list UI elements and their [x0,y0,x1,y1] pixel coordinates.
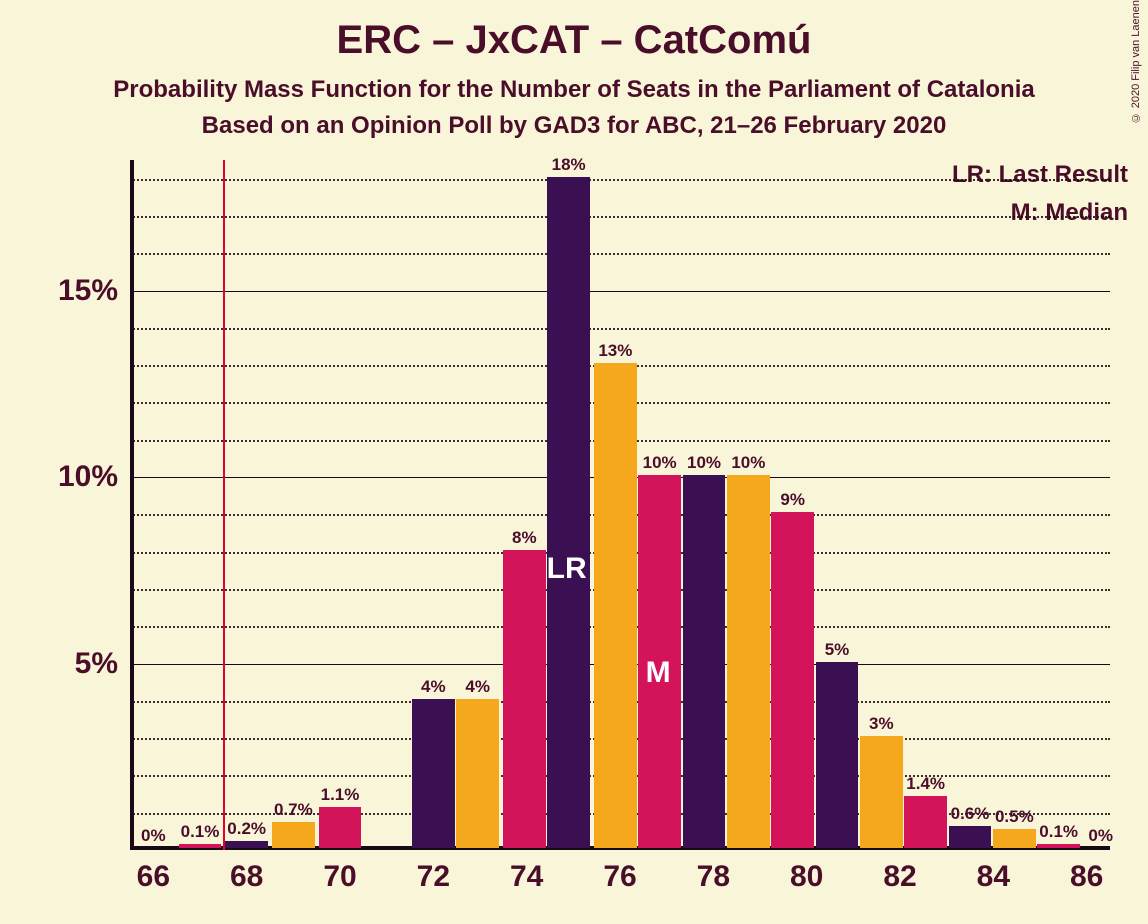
minor-gridline [130,216,1110,218]
chart-stage: ERC – JxCAT – CatComú Probability Mass F… [0,0,1148,924]
x-tick-label: 66 [137,860,170,894]
bar-value-label: 3% [869,714,894,734]
minor-gridline [130,328,1110,330]
median-marker: M [646,656,671,690]
bar-value-label: 0.1% [1039,822,1078,842]
bar-value-label: 0.5% [995,807,1034,827]
chart-subtitle-1: Probability Mass Function for the Number… [0,76,1148,104]
bar [272,822,315,848]
x-tick-label: 68 [230,860,263,894]
bar-value-label: 18% [552,155,586,175]
bar-value-label: 0% [141,826,166,846]
y-tick-label: 10% [58,460,118,494]
bar [594,363,637,848]
bar [993,829,1036,848]
copyright-text: © 2020 Filip van Laenen [1130,0,1142,123]
bar [1037,844,1080,848]
bar [179,844,222,848]
bar [225,841,268,848]
bar-value-label: 5% [825,640,850,660]
bar [904,796,947,848]
bar [816,662,859,848]
bar-value-label: 0.7% [274,800,313,820]
bar-value-label: 9% [780,490,805,510]
chart-subtitle-2: Based on an Opinion Poll by GAD3 for ABC… [0,112,1148,140]
minor-gridline [130,253,1110,255]
bar-value-label: 10% [731,453,765,473]
bar [771,512,814,848]
bar [547,177,590,848]
bar-value-label: 10% [643,453,677,473]
bar [412,699,455,848]
x-tick-label: 80 [790,860,823,894]
x-tick-label: 84 [977,860,1010,894]
x-tick-label: 74 [510,860,543,894]
y-axis [130,160,134,850]
bar-value-label: 4% [465,677,490,697]
bar-value-label: 13% [598,341,632,361]
x-tick-label: 72 [417,860,450,894]
plot-area: 5%10%15%66687072747678808284860%0.1%0.2%… [130,160,1110,850]
x-tick-label: 82 [883,860,916,894]
bar [727,475,770,848]
bar-value-label: 0.2% [227,819,266,839]
bar-value-label: 1.1% [321,785,360,805]
y-tick-label: 15% [58,274,118,308]
x-tick-label: 78 [697,860,730,894]
bar-value-label: 10% [687,453,721,473]
bar-value-label: 0.1% [181,822,220,842]
x-tick-label: 70 [323,860,356,894]
bar [503,550,546,848]
bar [949,826,992,848]
bar [683,475,726,848]
bar [456,699,499,848]
last-result-vline [223,160,225,850]
chart-title: ERC – JxCAT – CatComú [0,18,1148,63]
y-tick-label: 5% [75,647,118,681]
bar-value-label: 8% [512,528,537,548]
bar-value-label: 0.6% [951,804,990,824]
minor-gridline [130,179,1110,181]
x-tick-label: 86 [1070,860,1103,894]
bar-value-label: 1.4% [906,774,945,794]
lr-marker: LR [547,552,587,586]
bar-value-label: 4% [421,677,446,697]
bar-value-label: 0% [1088,826,1113,846]
major-gridline [130,291,1110,292]
x-tick-label: 76 [603,860,636,894]
bar [860,736,903,848]
bar [319,807,362,848]
